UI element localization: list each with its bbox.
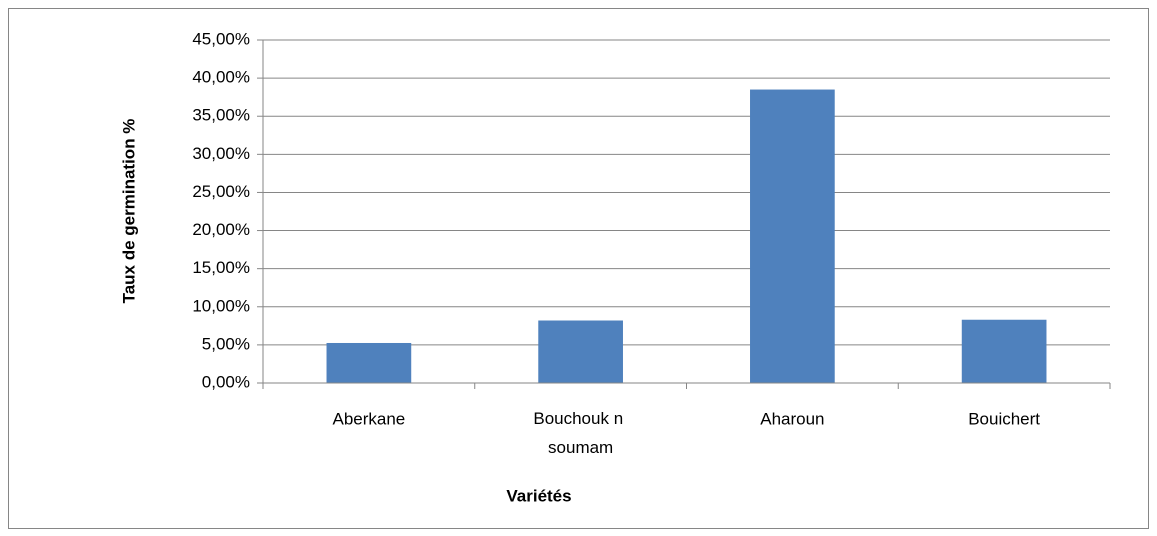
y-axis-title: Taux de germination % xyxy=(119,119,138,304)
y-tick-label: 10,00% xyxy=(192,296,250,315)
x-tick-label: Aberkane xyxy=(332,409,405,428)
y-tick-label: 25,00% xyxy=(192,182,250,201)
x-tick-label: Bouchouk n soumam xyxy=(533,409,628,457)
bar xyxy=(961,319,1047,383)
y-tick-label: 0,00% xyxy=(202,372,250,391)
y-tick-label: 45,00% xyxy=(192,29,250,48)
x-tick-label: Bouichert xyxy=(968,409,1040,428)
y-tick-label: 20,00% xyxy=(192,220,250,239)
bar xyxy=(750,89,835,384)
x-axis-title: Variétés xyxy=(506,486,571,505)
y-tick-label: 30,00% xyxy=(192,144,250,163)
y-tick-label: 15,00% xyxy=(192,258,250,277)
bar xyxy=(326,342,412,383)
y-tick-label: 35,00% xyxy=(192,106,250,125)
x-tick-label: Aharoun xyxy=(760,409,824,428)
bar xyxy=(538,320,623,383)
y-tick-label: 5,00% xyxy=(202,334,250,353)
y-tick-label: 40,00% xyxy=(192,68,250,87)
